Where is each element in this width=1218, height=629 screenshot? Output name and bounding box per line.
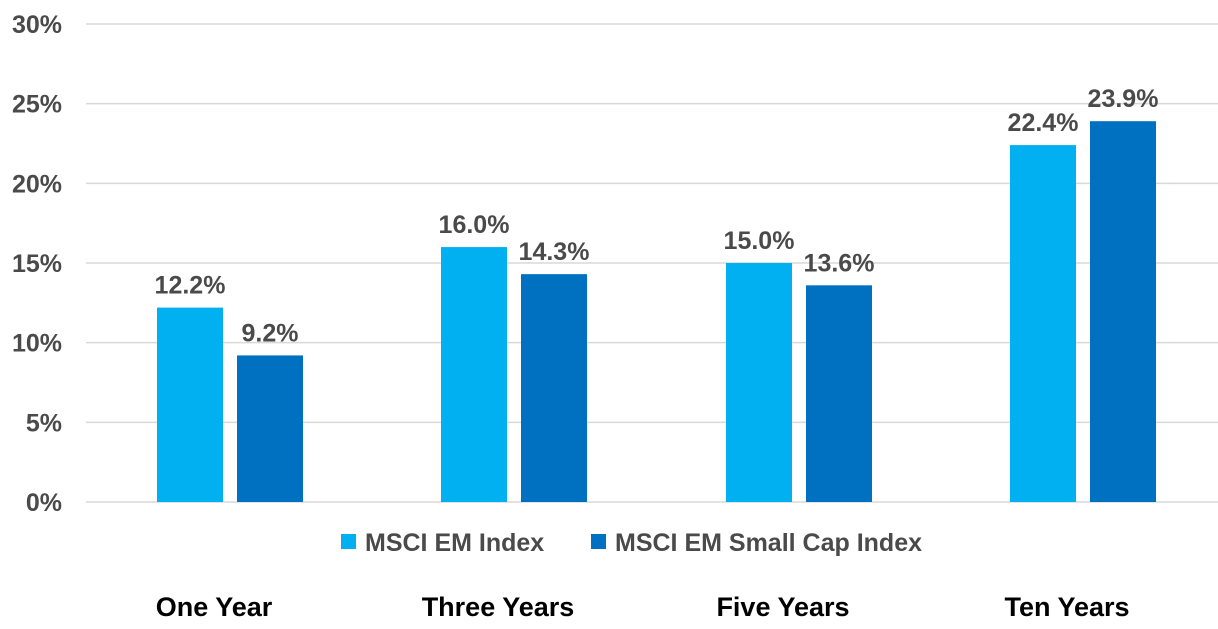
bars <box>157 121 1156 503</box>
bar <box>1090 121 1156 503</box>
data-label: 14.3% <box>519 238 590 266</box>
legend-swatch <box>341 534 356 549</box>
legend-swatch <box>591 534 606 549</box>
category-label: Five Years <box>716 592 849 622</box>
y-tick-label: 5% <box>26 409 62 437</box>
legend-label: MSCI EM Index <box>365 529 544 557</box>
category-label: Ten Years <box>1004 592 1129 622</box>
bar <box>237 355 303 502</box>
bar <box>441 247 507 502</box>
category-label: One Year <box>156 592 273 622</box>
data-label: 23.9% <box>1088 85 1159 113</box>
y-tick-label: 25% <box>12 91 62 119</box>
y-tick-label: 10% <box>12 330 62 358</box>
data-label: 9.2% <box>242 319 299 347</box>
y-tick-label: 15% <box>12 250 62 278</box>
legend-label: MSCI EM Small Cap Index <box>615 529 922 557</box>
data-labels: 12.2% 16.0% 15.0% 22.4% 9.2% 14.3% 13.6% 23.9% <box>155 85 1159 347</box>
bar <box>521 274 587 502</box>
bar <box>806 285 872 502</box>
data-label: 12.2% <box>155 272 226 300</box>
y-tick-label: 20% <box>12 170 62 198</box>
bar <box>726 263 792 502</box>
y-axis-tick-labels: 0% 5% 10% 15% 20% 25% 30% <box>12 11 62 517</box>
legend: MSCI EM Index MSCI EM Small Cap Index <box>341 529 922 557</box>
data-label: 16.0% <box>439 211 510 239</box>
data-label: 13.6% <box>804 249 875 277</box>
category-label: Three Years <box>422 592 575 622</box>
data-label: 15.0% <box>724 227 795 255</box>
bar <box>157 307 223 502</box>
bar <box>1010 145 1076 503</box>
x-axis-category-labels: One Year Three Years Five Years Ten Years <box>156 592 1130 622</box>
y-tick-label: 30% <box>12 11 62 39</box>
data-label: 22.4% <box>1008 109 1079 137</box>
y-tick-label: 0% <box>26 489 62 517</box>
